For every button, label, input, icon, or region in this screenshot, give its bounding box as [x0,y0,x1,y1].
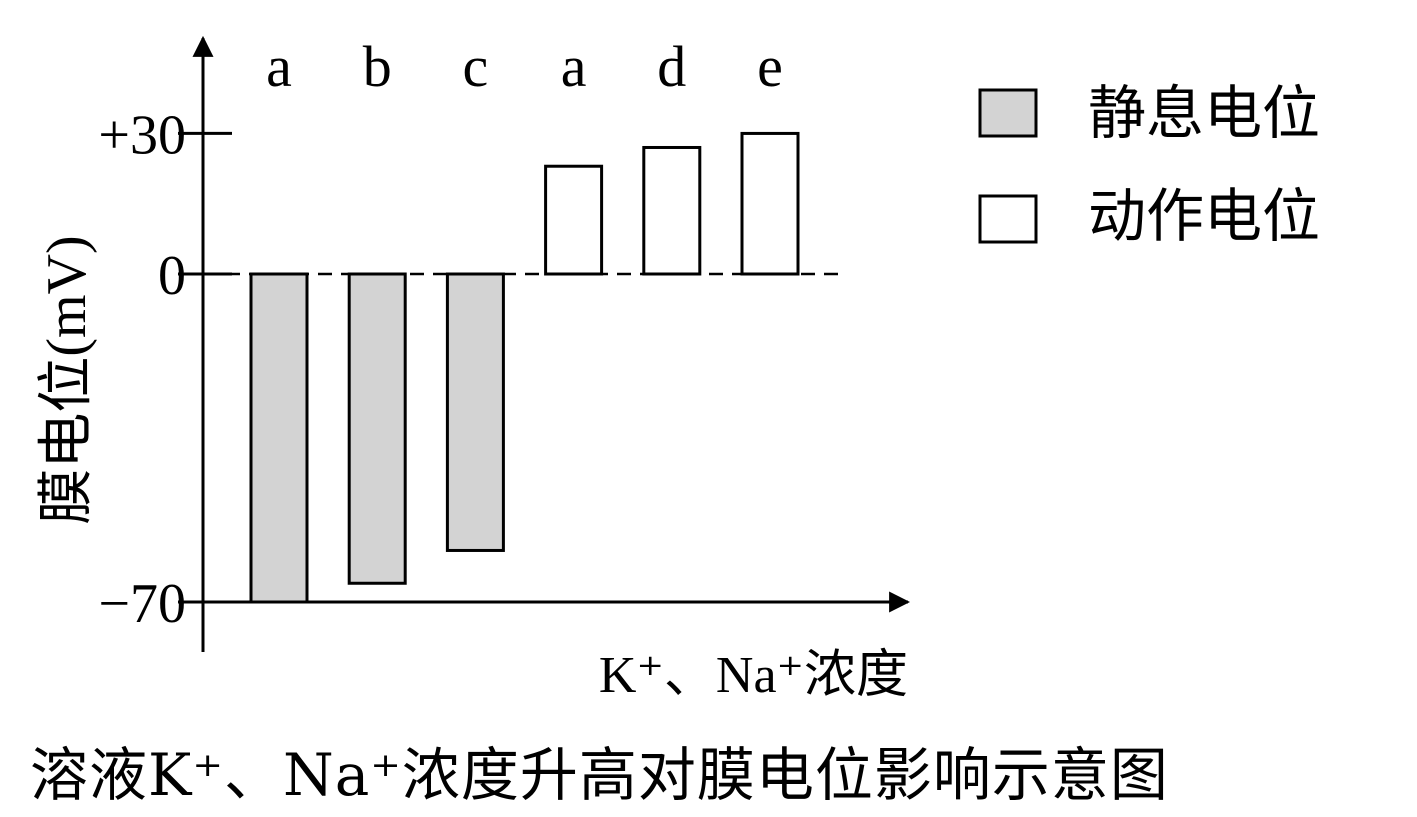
y-tick-label: −70 [98,573,186,635]
x-axis-label: K⁺、Na⁺浓度 [599,647,908,704]
bars [249,131,800,604]
legend-label-action: 动作电位 [1088,184,1320,249]
membrane-potential-chart: +30 0 −70 a b c a d e 膜电位(mV) K⁺、Na⁺浓度 静息电位 动作电… [36,34,1320,704]
category-label: c [463,34,489,99]
category-label: e [757,34,783,99]
legend: 静息电位 动作电位 [978,81,1320,249]
bar-resting-b [347,272,407,585]
bar-action-d [642,145,702,276]
legend-swatch-action [978,194,1038,244]
category-label: a [266,34,292,99]
bar-action-a [544,164,604,276]
bar-resting-c [445,272,505,552]
y-ticks: +30 0 −70 [98,104,232,635]
figure-caption: 溶液K⁺、Na⁺浓度升高对膜电位影响示意图 [30,741,1169,809]
category-label: b [363,34,392,99]
category-label: d [657,34,686,99]
y-tick-label: 0 [158,245,186,307]
category-label: a [561,34,587,99]
y-axis-label: 膜电位(mV) [36,235,98,524]
legend-label-resting: 静息电位 [1088,81,1320,146]
bar-action-e [740,131,800,276]
y-tick-label: +30 [98,104,186,166]
bar-resting-a [249,272,309,604]
legend-swatch-resting [978,88,1038,138]
